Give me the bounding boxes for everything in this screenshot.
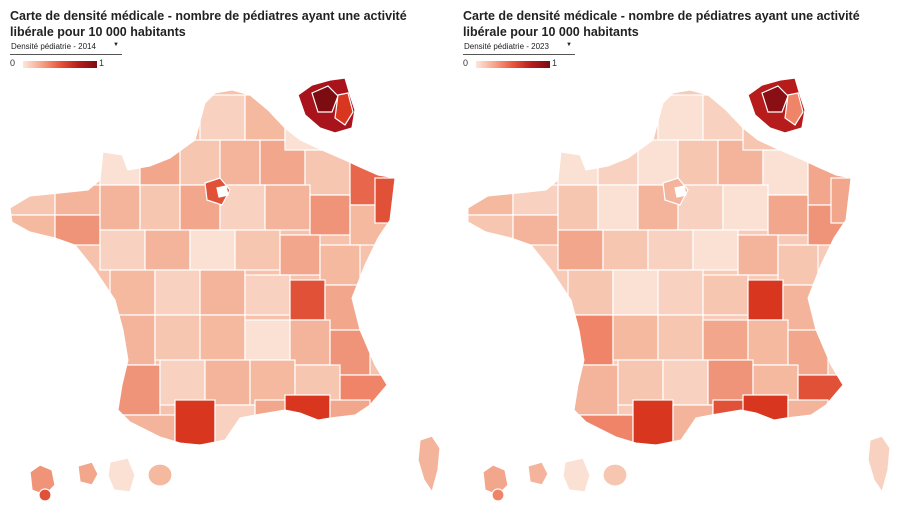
legend-min: 0 (10, 58, 16, 68)
reunion-2014 (107, 457, 136, 493)
martinique-2023 (491, 488, 505, 502)
year-dropdown[interactable]: Densité pédiatrie - 2014 ▼ (10, 41, 122, 55)
year-dropdown[interactable]: Densité pédiatrie - 2023 ▼ (463, 41, 575, 55)
map-title: Carte de densité médicale - nombre de pé… (10, 9, 407, 39)
color-legend: 0 1 (10, 58, 120, 70)
color-legend: 0 1 (463, 58, 573, 70)
guadeloupe-2014 (29, 464, 56, 496)
france-map-2014 (9, 77, 441, 502)
year-dropdown-label: Densité pédiatrie - 2014 (11, 42, 96, 51)
year-dropdown-label: Densité pédiatrie - 2023 (464, 42, 549, 51)
mayotte-2023 (602, 463, 628, 487)
legend-gradient-bar (23, 61, 97, 68)
inset-east-2023 (784, 92, 804, 126)
chevron-down-icon: ▼ (566, 42, 572, 48)
inset-paris-2014 (311, 85, 339, 113)
map-title: Carte de densité médicale - nombre de pé… (463, 9, 860, 39)
legend-max: 1 (552, 58, 558, 68)
departments-2014 (10, 90, 395, 445)
paris-blank-2023 (674, 185, 687, 198)
reunion-2023 (562, 457, 591, 493)
guyane-2023 (527, 461, 549, 486)
mayotte-2014 (147, 463, 173, 487)
chevron-down-icon: ▼ (113, 42, 119, 48)
guyane-2014 (77, 461, 99, 486)
paris-blank-2014 (216, 185, 229, 198)
map-panel-2014: Carte de densité médicale - nombre de pé… (9, 9, 441, 502)
corsica-2023 (867, 435, 891, 494)
map-panel-2023: Carte de densité médicale - nombre de pé… (453, 0, 900, 521)
legend-gradient-bar (476, 61, 550, 68)
corsica-2014 (417, 435, 441, 494)
inset-paris-2023 (761, 85, 789, 113)
legend-min: 0 (463, 58, 469, 68)
inset-east-2014 (334, 92, 354, 126)
france-map-2023 (467, 77, 891, 502)
martinique-2014 (38, 488, 52, 502)
departments-2023 (468, 90, 851, 445)
legend-max: 1 (99, 58, 105, 68)
guadeloupe-2023 (482, 464, 509, 496)
